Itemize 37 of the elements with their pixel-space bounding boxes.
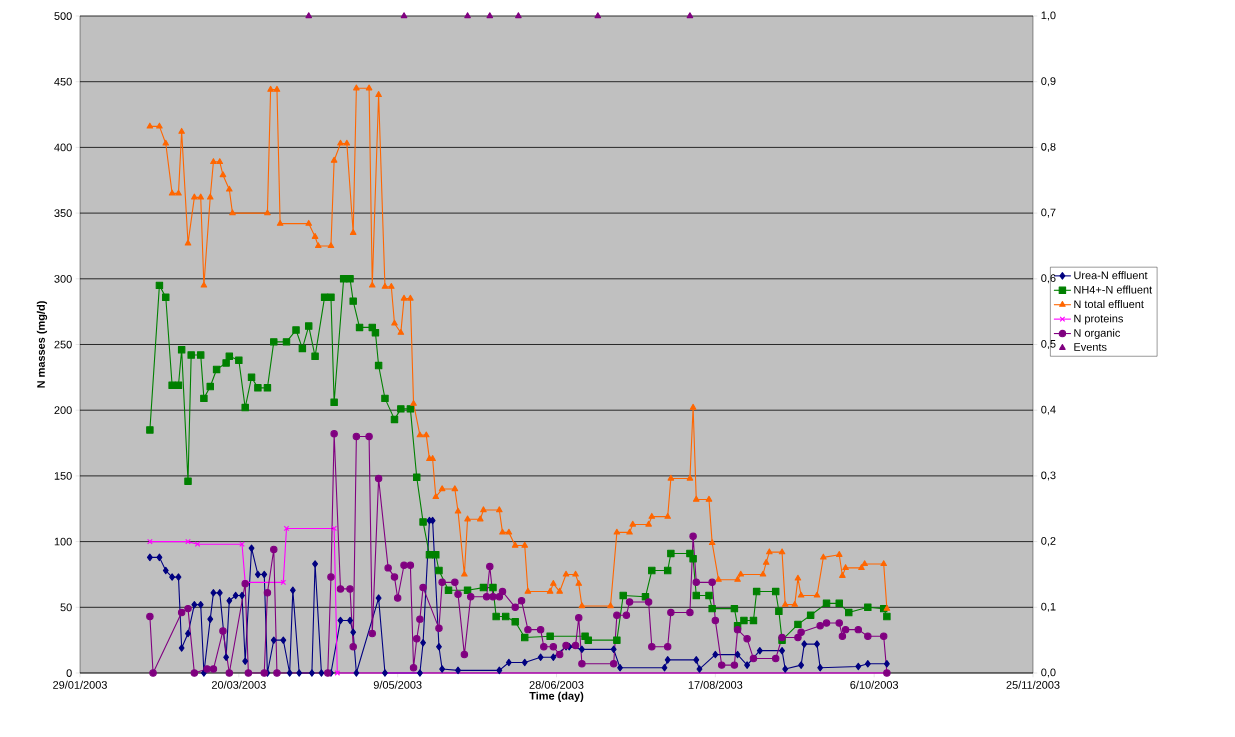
y-tick-label: 300 (54, 274, 72, 283)
legend-label: N organic (1074, 328, 1121, 340)
x-tick-label: 17/08/2003 (688, 680, 743, 689)
legend-label: N proteins (1074, 314, 1123, 325)
y2-tick-label: 0,7 (1041, 208, 1056, 218)
y-axis-title: N masses (mg/d) (36, 301, 48, 388)
y-tick-label: 50 (60, 603, 72, 612)
y2-tick-label: 0,6 (1041, 274, 1056, 284)
y2-tick-label: 1,0 (1041, 11, 1056, 21)
y-tick-label: 0 (66, 669, 72, 677)
y-tick-label: 150 (54, 472, 72, 480)
y2-tick-label: 0,8 (1041, 142, 1056, 152)
x-tick-label: 29/01/2003 (53, 680, 107, 689)
y-tick-label: 450 (54, 77, 72, 86)
legend-label: N total effluent (1074, 299, 1144, 309)
y-tick-label: 500 (54, 12, 72, 20)
x-axis-title: Time (day) (529, 691, 584, 702)
y-tick-label: 350 (54, 209, 72, 217)
y-tick-label: 100 (54, 537, 72, 546)
y2-tick-label: 0,5 (1041, 339, 1056, 350)
legend-label: Urea-N effluent (1074, 271, 1148, 280)
y-tick-label: 400 (54, 143, 72, 152)
x-tick-label: 20/03/2003 (211, 680, 266, 689)
x-tick-label: 25/11/2003 (1006, 680, 1060, 689)
y2-tick-label: 0,0 (1041, 668, 1056, 678)
x-tick-label: 6/10/2003 (850, 680, 899, 689)
y2-tick-label: 0,1 (1041, 602, 1056, 612)
y2-tick-label: 0,3 (1041, 471, 1056, 481)
legend-label: Events (1074, 343, 1107, 351)
y2-tick-label: 0,9 (1041, 77, 1056, 87)
y-tick-label: 200 (54, 406, 72, 415)
x-tick-label: 28/06/2003 (529, 680, 584, 689)
legend-label: NH4+-N effluent (1074, 285, 1153, 294)
x-tick-label: 9/05/2003 (373, 680, 422, 689)
y-tick-label: 250 (54, 340, 72, 349)
y2-tick-label: 0,4 (1041, 405, 1056, 415)
y2-tick-label: 0,2 (1041, 537, 1056, 547)
